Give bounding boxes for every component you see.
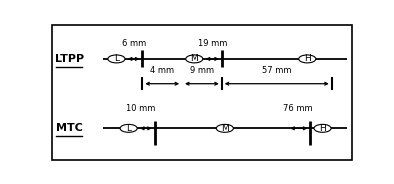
Circle shape [186, 55, 203, 63]
Circle shape [216, 124, 233, 132]
Circle shape [314, 124, 331, 132]
Circle shape [108, 55, 125, 63]
Circle shape [299, 55, 316, 63]
Text: H: H [304, 54, 310, 63]
Text: 57 mm: 57 mm [262, 66, 292, 75]
Text: 19 mm: 19 mm [198, 39, 227, 48]
Text: L: L [114, 54, 119, 63]
Text: L: L [126, 124, 131, 133]
Circle shape [120, 124, 137, 132]
Text: 6 mm: 6 mm [122, 39, 146, 48]
Text: 10 mm: 10 mm [126, 104, 156, 113]
Text: 76 mm: 76 mm [283, 104, 313, 113]
Text: H: H [319, 124, 326, 133]
Text: M: M [190, 54, 198, 63]
Text: LTPP: LTPP [54, 54, 84, 64]
Text: 9 mm: 9 mm [190, 66, 214, 75]
Text: 4 mm: 4 mm [150, 66, 174, 75]
Text: MTC: MTC [56, 123, 82, 133]
Text: M: M [221, 124, 229, 133]
